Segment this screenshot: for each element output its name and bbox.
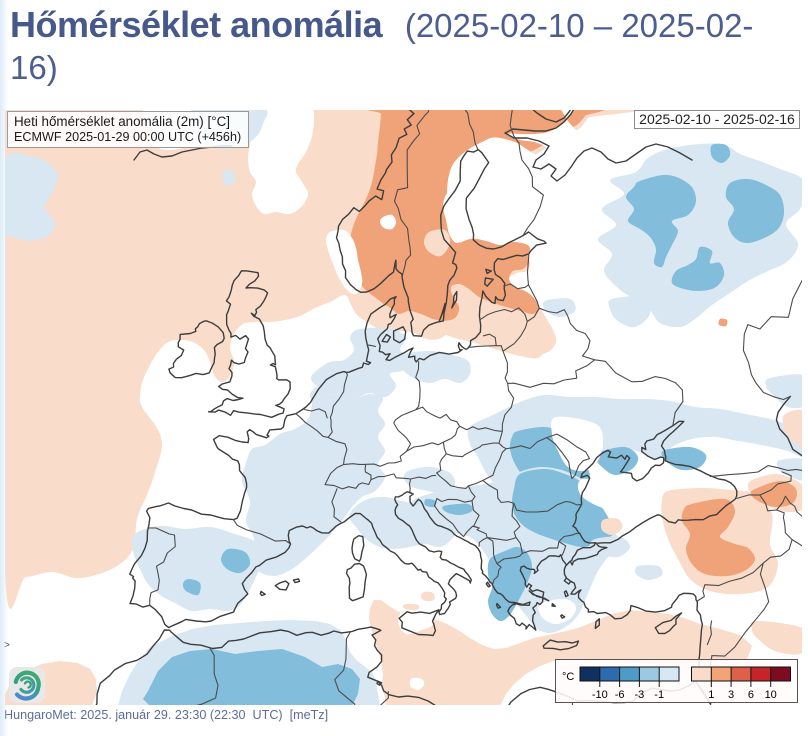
svg-text:6: 6 xyxy=(748,689,754,701)
svg-text:10: 10 xyxy=(765,689,777,701)
svg-text:-10: -10 xyxy=(592,689,608,701)
svg-text:-3: -3 xyxy=(635,689,645,701)
svg-text:-6: -6 xyxy=(615,689,625,701)
svg-text:3: 3 xyxy=(728,689,734,701)
svg-text:1: 1 xyxy=(708,689,714,701)
svg-text:°C: °C xyxy=(562,671,574,683)
svg-text:-1: -1 xyxy=(654,689,664,701)
